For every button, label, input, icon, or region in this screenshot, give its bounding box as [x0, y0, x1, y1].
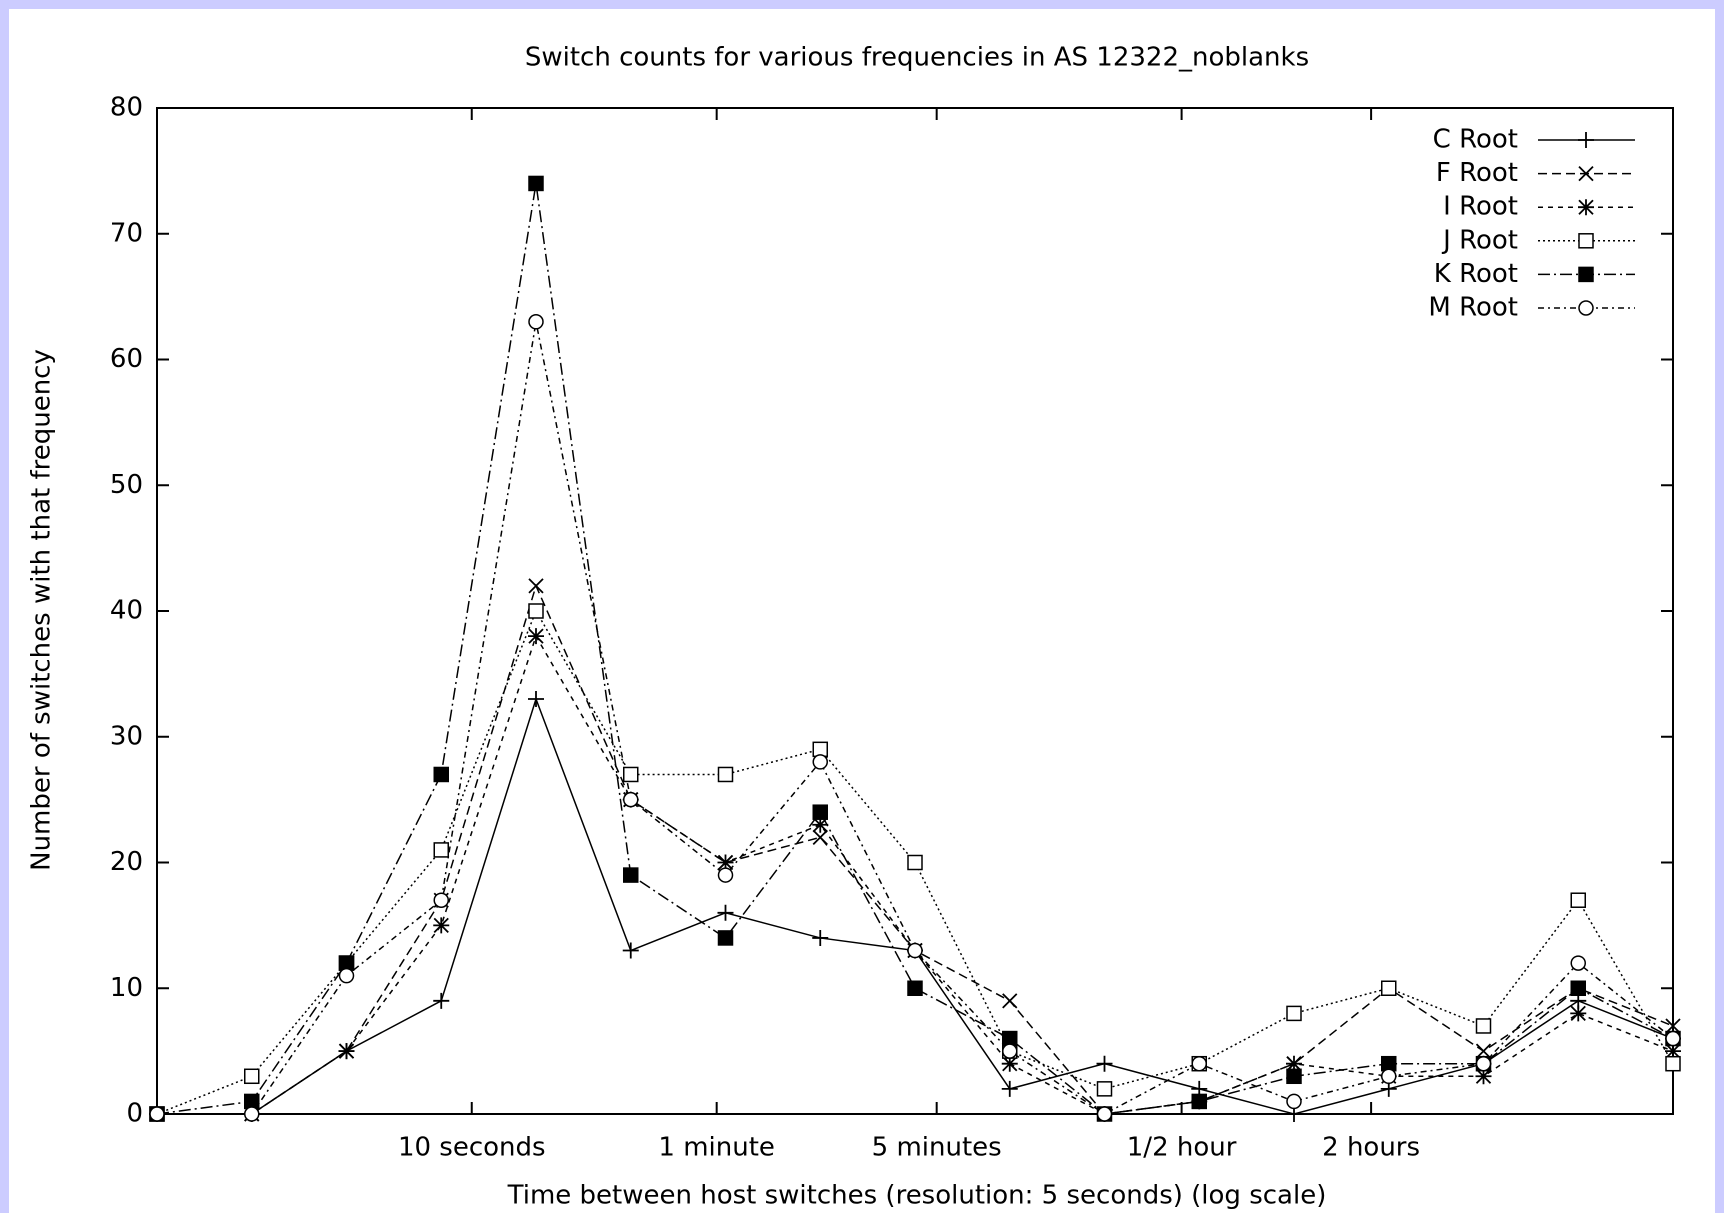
data-point [1096, 1055, 1113, 1072]
data-point [623, 766, 639, 783]
data-point [717, 854, 734, 871]
data-point [1191, 1093, 1207, 1110]
data-point [1002, 1043, 1018, 1059]
data-point [717, 766, 734, 783]
y-tick-label: 10 [110, 973, 143, 1003]
data-point [1475, 1068, 1492, 1085]
data-point [812, 929, 829, 946]
data-point [1286, 1068, 1302, 1085]
data-point [1665, 1055, 1681, 1072]
data-point [433, 842, 449, 858]
y-tick-label: 0 [126, 1099, 143, 1129]
data-point [433, 766, 449, 783]
data-point [149, 1106, 165, 1122]
data-point [1570, 955, 1586, 971]
data-point [812, 829, 828, 845]
data-point [1665, 1043, 1681, 1060]
data-point [1570, 892, 1586, 908]
data-point [1286, 1055, 1302, 1072]
y-tick-label: 80 [110, 93, 143, 123]
x-axis-label: Time between host switches (resolution: … [507, 1181, 1327, 1211]
series-line [156, 183, 1674, 1115]
data-point [1381, 1068, 1397, 1085]
data-point [1570, 1005, 1587, 1022]
y-axis-label: Number of switches with that frequency [27, 349, 57, 871]
legend-label: M Root [1428, 293, 1518, 323]
y-tick-label: 20 [110, 847, 143, 877]
data-point [528, 578, 544, 594]
y-tick-label: 70 [110, 218, 143, 248]
legend-label: F Root [1436, 158, 1518, 188]
x-tick-label: 10 seconds [398, 1133, 546, 1163]
data-point [528, 314, 544, 330]
data-point [528, 175, 544, 192]
legend-marker [1578, 300, 1594, 316]
data-point [717, 930, 734, 946]
data-point [1001, 1055, 1018, 1072]
legend-label: J Root [1441, 225, 1518, 255]
data-point [717, 867, 734, 883]
chart-title: Switch counts for various frequencies in… [525, 43, 1309, 73]
data-point [433, 892, 449, 908]
data-point [623, 867, 639, 883]
data-point [812, 804, 828, 820]
data-point [907, 854, 923, 871]
data-point [1570, 980, 1586, 996]
y-tick-label: 30 [110, 721, 143, 751]
x-tick-label: 2 hours [1322, 1133, 1420, 1163]
chart-frame [9, 9, 1715, 1213]
data-point [244, 1068, 260, 1085]
data-point [907, 942, 923, 959]
y-tick-label: 50 [110, 470, 143, 500]
data-point [717, 904, 734, 921]
x-tick-label: 5 minutes [872, 1133, 1002, 1163]
legend-label: K Root [1434, 259, 1518, 289]
series-line [157, 696, 1674, 1115]
data-point [528, 691, 544, 708]
data-point [244, 1106, 260, 1122]
legend-marker [1578, 199, 1594, 216]
data-point [907, 980, 923, 996]
series-line [157, 634, 1674, 1115]
data-point [1096, 1106, 1113, 1122]
legend-label: I Root [1443, 192, 1518, 222]
data-point [1381, 980, 1397, 996]
legend-marker [1578, 132, 1594, 148]
data-point [623, 791, 639, 808]
data-point [1475, 1018, 1492, 1034]
legend-marker [1578, 233, 1594, 249]
x-tick-label: 1/2 hour [1127, 1133, 1237, 1163]
data-point [433, 917, 450, 934]
data-point [622, 942, 639, 959]
data-point [1475, 1043, 1492, 1059]
data-point [1096, 1081, 1113, 1097]
data-point [528, 603, 544, 619]
data-point [338, 967, 355, 984]
data-point [338, 1043, 355, 1060]
legend-label: C Root [1433, 125, 1518, 155]
data-point [812, 816, 829, 833]
data-point [433, 992, 450, 1009]
data-point [1665, 1030, 1681, 1047]
data-point [1286, 1005, 1302, 1022]
legend-marker [1578, 266, 1594, 283]
data-point [1475, 1055, 1492, 1072]
data-point [1002, 993, 1018, 1009]
data-point [1191, 1055, 1207, 1072]
data-point [812, 754, 828, 770]
x-tick-label: 1 minute [658, 1133, 775, 1163]
series-line [157, 583, 1674, 1115]
data-point [1665, 1018, 1681, 1034]
data-point [528, 628, 544, 645]
data-point [1001, 1080, 1018, 1097]
data-point [1286, 1093, 1302, 1110]
y-tick-label: 60 [110, 344, 143, 374]
y-tick-label: 40 [110, 596, 143, 626]
legend-marker [1578, 165, 1594, 182]
